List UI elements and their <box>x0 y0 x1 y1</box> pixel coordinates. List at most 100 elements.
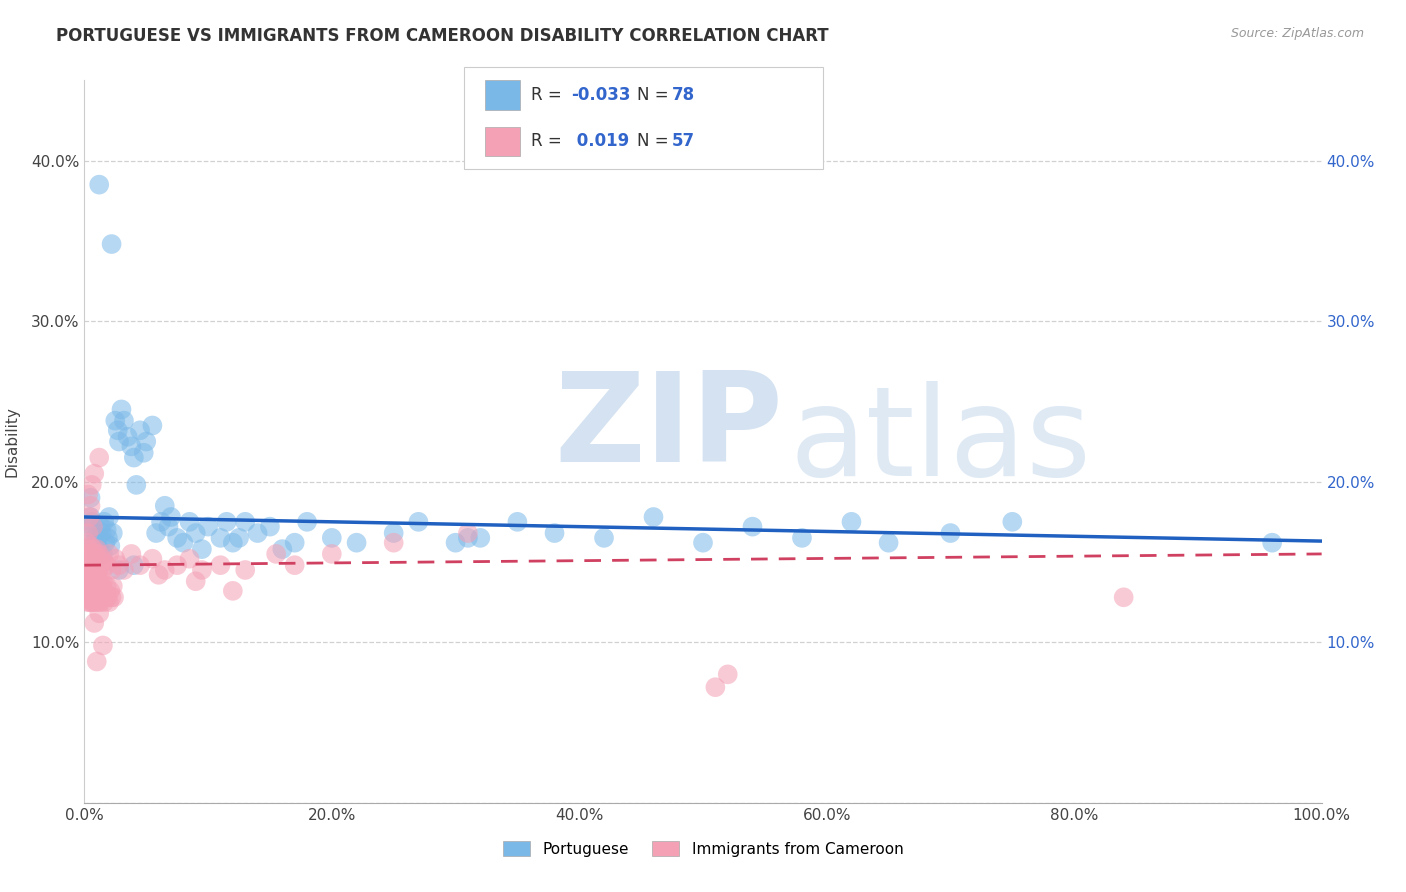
Point <box>79 510 101 524</box>
Point <box>87 531 110 545</box>
Point <box>100 563 122 577</box>
Point <box>692 535 714 549</box>
Point <box>86 542 108 557</box>
Point <box>295 515 318 529</box>
Point <box>89 607 111 621</box>
Point <box>75 583 97 598</box>
Point <box>89 558 111 573</box>
Point <box>470 531 492 545</box>
Point <box>80 547 103 561</box>
Point <box>79 574 101 589</box>
Point <box>717 667 740 681</box>
Point <box>79 583 101 598</box>
Point <box>83 535 105 549</box>
Point <box>84 579 107 593</box>
Text: ZIP: ZIP <box>554 367 783 488</box>
Point <box>122 558 145 573</box>
Point <box>84 547 107 561</box>
Point <box>91 639 114 653</box>
Point <box>444 535 467 549</box>
Point <box>284 535 307 549</box>
Point <box>83 563 105 577</box>
Point <box>86 591 108 605</box>
Point <box>209 531 232 545</box>
Point <box>79 499 101 513</box>
Point <box>129 558 152 573</box>
Point <box>98 583 121 598</box>
Point <box>84 531 107 545</box>
Point <box>197 519 219 533</box>
Point <box>141 551 163 566</box>
Text: R =: R = <box>531 86 568 104</box>
Text: Source: ZipAtlas.com: Source: ZipAtlas.com <box>1230 27 1364 40</box>
Point <box>129 423 152 437</box>
Point <box>86 551 108 566</box>
Point <box>382 535 405 549</box>
Point <box>112 563 135 577</box>
Point <box>132 446 155 460</box>
Point <box>77 487 100 501</box>
Point <box>108 563 131 577</box>
Text: R =: R = <box>531 132 568 151</box>
Point <box>79 539 101 553</box>
Text: 0.019: 0.019 <box>571 132 628 151</box>
Point <box>89 591 111 605</box>
Point <box>939 526 962 541</box>
Point <box>98 539 121 553</box>
Point <box>259 519 281 533</box>
Point <box>89 542 111 557</box>
Point <box>108 434 131 449</box>
Point <box>543 526 565 541</box>
Point <box>1112 591 1135 605</box>
Point <box>141 418 163 433</box>
Point <box>80 583 103 598</box>
Point <box>150 515 173 529</box>
Point <box>90 526 112 541</box>
Point <box>89 574 111 589</box>
Point <box>382 526 405 541</box>
Point <box>94 591 117 605</box>
Point <box>86 655 108 669</box>
Point <box>80 595 103 609</box>
Point <box>87 579 110 593</box>
Point <box>80 551 103 566</box>
Point <box>91 563 114 577</box>
Point <box>93 555 115 569</box>
Point <box>96 579 118 593</box>
Point <box>87 595 110 609</box>
Point <box>457 526 479 541</box>
Point <box>90 551 112 566</box>
Point <box>84 595 107 609</box>
Point <box>1001 515 1024 529</box>
Text: N =: N = <box>637 132 673 151</box>
Point <box>172 535 194 549</box>
Point <box>82 595 104 609</box>
Text: PORTUGUESE VS IMMIGRANTS FROM CAMEROON DISABILITY CORRELATION CHART: PORTUGUESE VS IMMIGRANTS FROM CAMEROON D… <box>56 27 830 45</box>
Point <box>86 542 108 557</box>
Point <box>76 558 98 573</box>
Point <box>90 591 112 605</box>
Point <box>75 571 97 585</box>
Text: N =: N = <box>637 86 673 104</box>
Point <box>321 547 343 561</box>
Point <box>83 615 105 630</box>
Point <box>97 531 120 545</box>
Point <box>79 591 101 605</box>
Point <box>80 515 103 529</box>
Point <box>91 591 114 605</box>
Point <box>184 526 207 541</box>
Point <box>82 579 104 593</box>
Point <box>83 467 105 481</box>
Point <box>346 535 368 549</box>
Point <box>93 515 115 529</box>
Point <box>89 450 111 465</box>
Point <box>101 579 124 593</box>
Point <box>84 567 107 582</box>
Point <box>79 587 101 601</box>
Text: 78: 78 <box>672 86 695 104</box>
Point <box>83 574 105 589</box>
Y-axis label: Disability: Disability <box>4 406 20 477</box>
Point <box>79 579 101 593</box>
Point <box>75 547 97 561</box>
Point <box>98 510 121 524</box>
